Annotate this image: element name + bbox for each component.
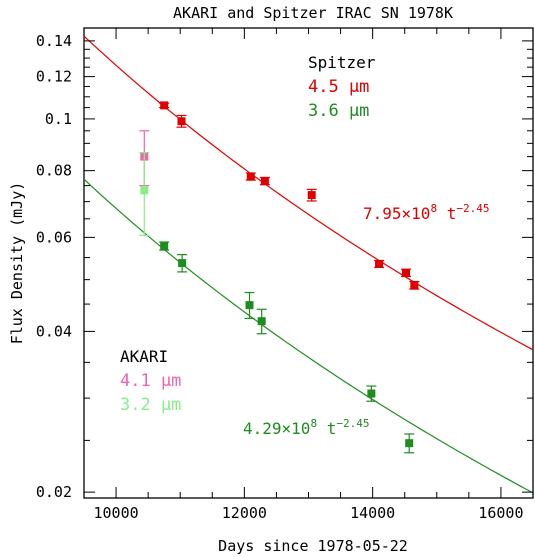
y-tick-label: 0.14 — [36, 32, 72, 50]
series-group — [139, 151, 150, 237]
data-point — [160, 101, 169, 110]
data-point — [401, 268, 410, 277]
y-tick-label: 0.1 — [45, 110, 72, 128]
legend-title: Spitzer — [308, 53, 376, 72]
data-point — [245, 301, 254, 310]
y-tick-label: 0.02 — [36, 483, 72, 501]
series-group — [159, 241, 415, 454]
x-tick-label: 10000 — [93, 504, 138, 522]
data-point — [260, 177, 269, 186]
x-tick-label: 12000 — [222, 504, 267, 522]
data-markers — [139, 101, 420, 454]
y-axis-label: Flux Density (mJy) — [8, 182, 26, 345]
legend-entry: 4.1 μm — [120, 371, 181, 391]
fit-line — [83, 35, 534, 351]
data-point — [375, 259, 384, 268]
fit-line — [83, 178, 534, 494]
data-point — [246, 172, 255, 181]
x-axis-label: Days since 1978-05-22 — [218, 537, 408, 555]
legends: Spitzer 4.5 μm 3.6 μm AKARI 4.1 μm 3.2 μm — [120, 53, 376, 415]
data-point — [367, 389, 376, 398]
chart-title: AKARI and Spitzer IRAC SN 1978K — [173, 4, 453, 22]
y-tick-label: 0.06 — [36, 228, 72, 246]
data-point — [405, 439, 414, 448]
data-point — [140, 186, 149, 195]
data-point — [307, 191, 316, 200]
x-tick-label: 14000 — [350, 504, 395, 522]
fit-label: 4.29×108 t−2.45 — [243, 417, 369, 438]
fit-label: 7.95×108 t−2.45 — [363, 202, 489, 223]
legend-entry: 3.2 μm — [120, 395, 181, 415]
data-point — [160, 242, 169, 251]
x-tick-label: 16000 — [478, 504, 523, 522]
fit-lines — [83, 35, 534, 494]
fit-labels: 7.95×108 t−2.45 4.29×108 t−2.45 — [243, 202, 489, 438]
y-tick-label: 0.04 — [36, 322, 72, 340]
y-tick-label: 0.08 — [36, 162, 72, 180]
y-tick-label: 0.12 — [36, 68, 72, 86]
data-point — [178, 259, 187, 268]
data-point — [177, 117, 186, 126]
data-point — [257, 317, 266, 326]
series-group — [159, 101, 420, 290]
legend-title: AKARI — [120, 347, 168, 366]
data-point — [410, 281, 419, 290]
axis-ticks: 10000 12000 14000 16000 0.02 0.04 0.06 0.08 0.1 0… — [36, 28, 534, 522]
legend-entry: 3.6 μm — [308, 101, 369, 121]
legend-entry: 4.5 μm — [308, 77, 369, 97]
